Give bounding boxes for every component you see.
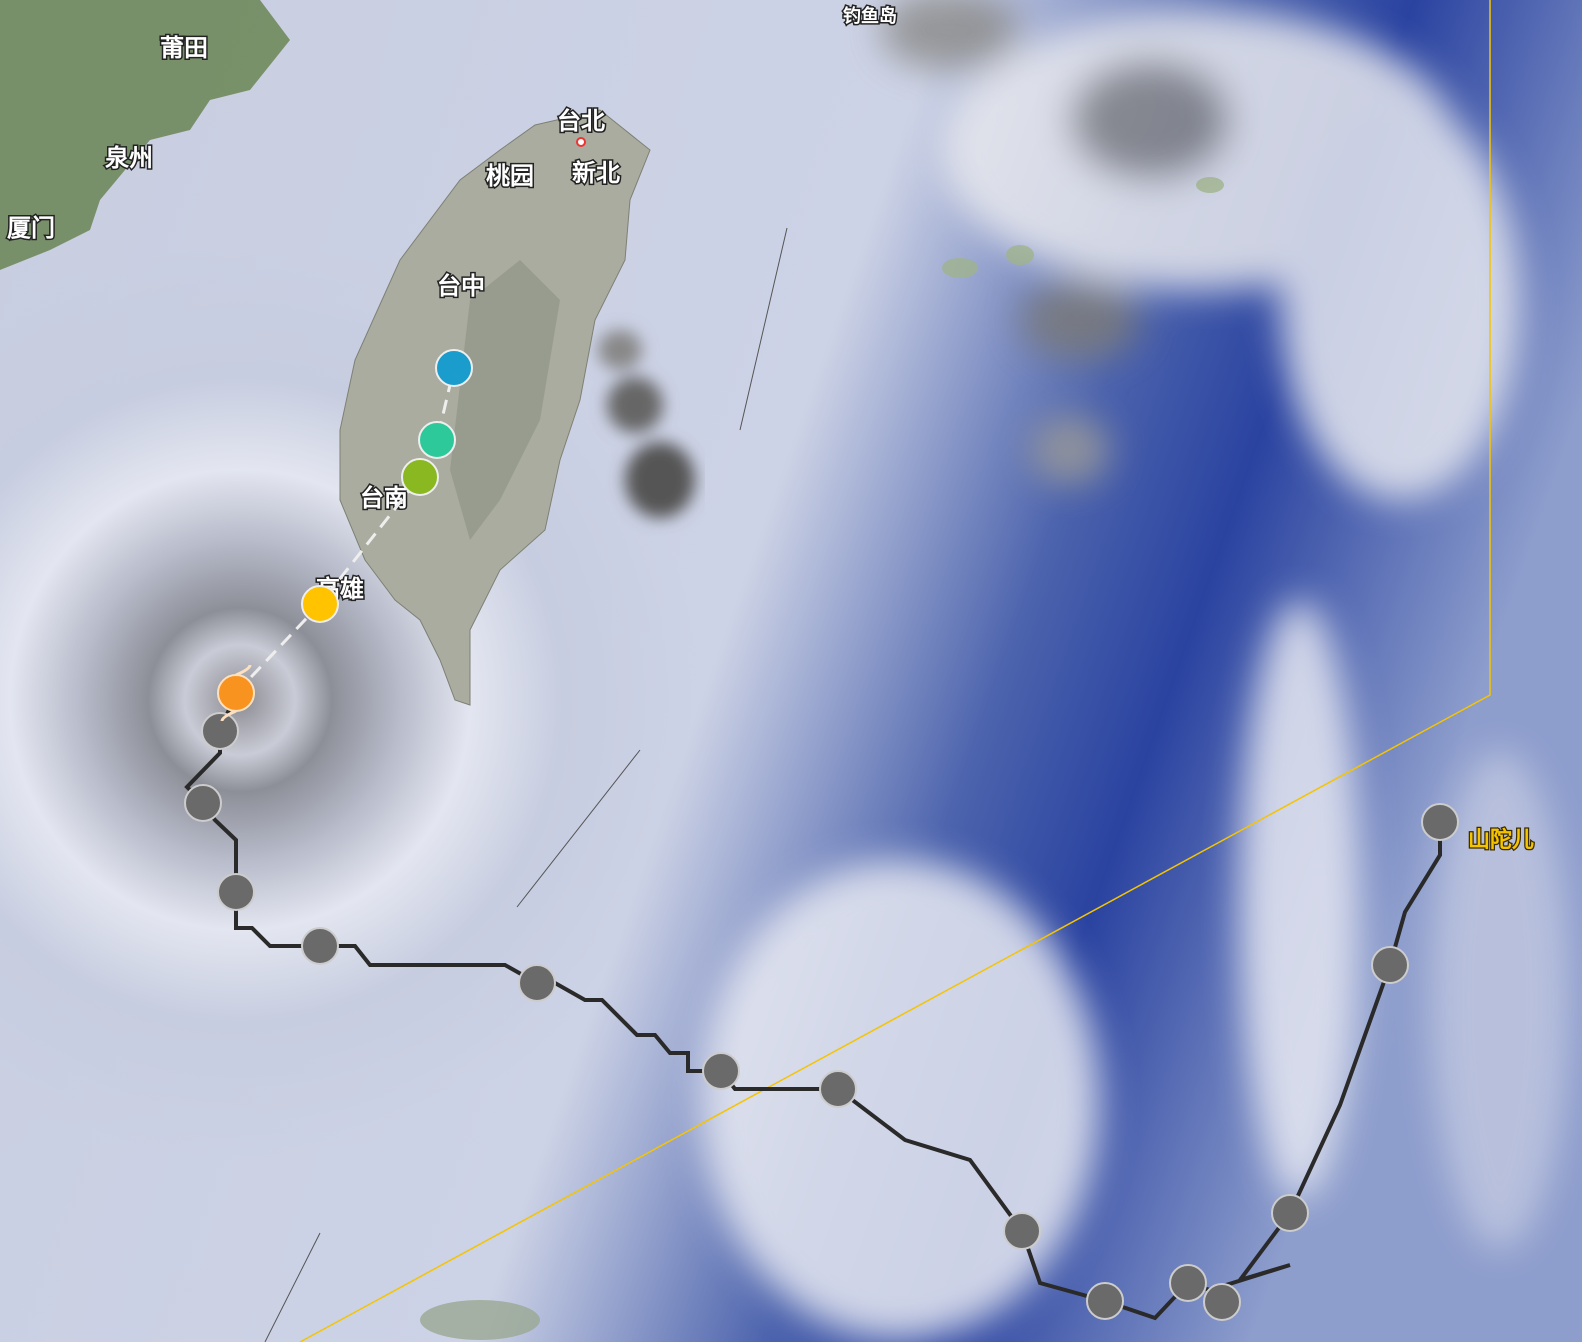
city-label-taipei: 台北 (557, 107, 605, 135)
city-label-xinbei: 新北 (572, 159, 620, 187)
warning-line (299, 0, 1491, 1342)
city-label-taichung: 台中 (437, 272, 485, 300)
past-track-point[interactable] (217, 873, 255, 911)
past-track-point[interactable] (702, 1052, 740, 1090)
typhoon-icon-swirl (220, 664, 252, 722)
city-label-taoyuan: 桃园 (486, 162, 534, 190)
past-track-point[interactable] (1421, 803, 1459, 841)
past-track-point[interactable] (301, 927, 339, 965)
typhoon-track (184, 349, 1459, 1321)
typhoon-name-label[interactable]: 山陀儿 (1467, 826, 1536, 855)
past-track-point[interactable] (518, 964, 556, 1002)
mainland-coast (0, 0, 290, 270)
forecast-track-point[interactable] (435, 349, 473, 387)
past-track-point[interactable] (1271, 1194, 1309, 1232)
city-label-xiamen: 厦门 (7, 214, 55, 242)
past-track-point[interactable] (201, 712, 239, 750)
city-label-tainan: 台南 (360, 484, 408, 512)
past-track-point[interactable] (184, 784, 222, 822)
land (0, 0, 1224, 1340)
city-label-diaoyu: 钓鱼岛 (843, 5, 897, 27)
past-track-point[interactable] (1371, 946, 1409, 984)
past-track-point[interactable] (819, 1070, 857, 1108)
forecast-track-point[interactable] (301, 585, 339, 623)
past-track-point[interactable] (1086, 1282, 1124, 1320)
capital-marker-icon (576, 137, 586, 147)
forecast-track-point[interactable] (401, 458, 439, 496)
city-label-putian: 莆田 (160, 34, 208, 62)
city-labels: 莆田 泉州 厦门 台北 桃园 新北 台中 台南 高雄 钓鱼岛 (6, 4, 899, 605)
typhoon-icon[interactable] (217, 674, 255, 712)
past-track-point[interactable] (1003, 1212, 1041, 1250)
city-label-quanzhou: 泉州 (105, 144, 153, 172)
map-lines (264, 227, 788, 1342)
forecast-track-point[interactable] (418, 421, 456, 459)
past-track-point[interactable] (1203, 1283, 1241, 1321)
past-track-point[interactable] (1169, 1264, 1207, 1302)
